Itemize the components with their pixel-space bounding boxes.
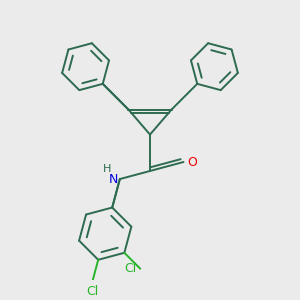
Text: Cl: Cl	[86, 285, 98, 298]
Text: H: H	[103, 164, 111, 174]
Text: O: O	[188, 155, 197, 169]
Text: N: N	[109, 172, 118, 186]
Text: Cl: Cl	[124, 262, 137, 275]
